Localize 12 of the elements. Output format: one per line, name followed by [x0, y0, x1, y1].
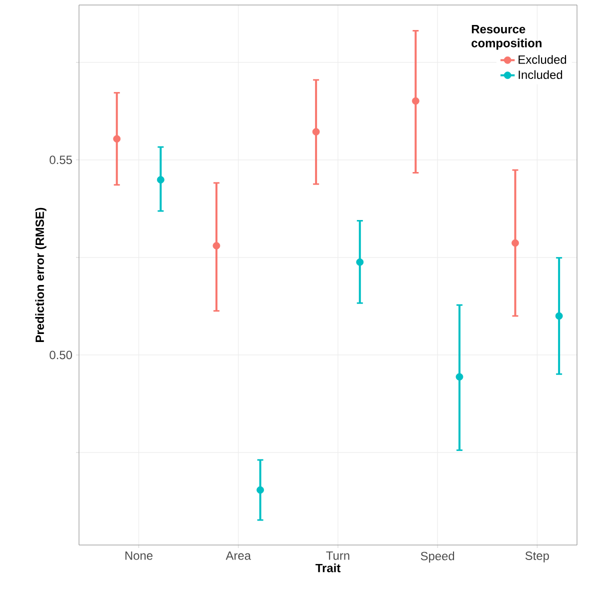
x-tick-label: Area	[226, 552, 251, 560]
legend-label: Excluded	[518, 55, 566, 64]
y-axis-title: Prediction error (RMSE)	[35, 208, 46, 342]
x-tick-label: None	[125, 552, 153, 560]
legend-label: Included	[518, 70, 562, 79]
x-tick-label: Speed	[420, 552, 454, 563]
y-tick-label: 0.55	[50, 156, 72, 164]
x-tick-label: Step	[525, 552, 549, 562]
x-axis-title: Trait	[316, 564, 340, 572]
legend-title: Resource composition	[472, 25, 542, 50]
x-tick-label: Turn	[326, 552, 350, 560]
y-tick-label: 0.50	[50, 350, 72, 360]
